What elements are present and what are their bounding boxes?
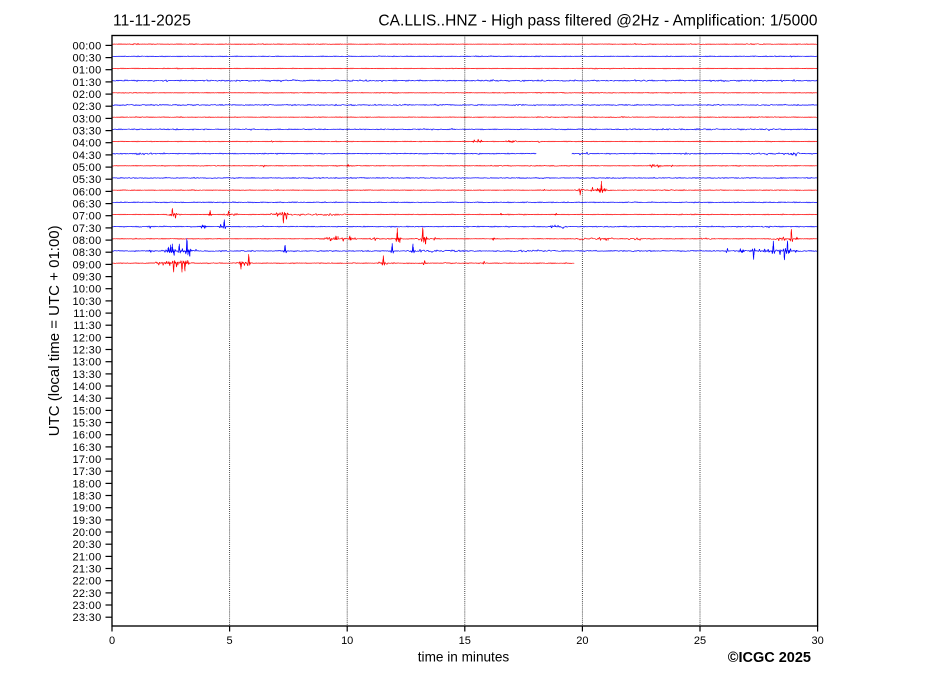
svg-text:UTC (local time = UTC + 01:00): UTC (local time = UTC + 01:00) [46, 225, 63, 436]
svg-text:00:30: 00:30 [72, 53, 101, 65]
svg-text:12:30: 12:30 [72, 344, 101, 356]
svg-text:07:30: 07:30 [72, 223, 101, 235]
svg-text:13:00: 13:00 [72, 357, 101, 369]
svg-text:11:30: 11:30 [73, 320, 101, 332]
svg-text:10: 10 [341, 635, 353, 647]
svg-text:5: 5 [227, 635, 233, 647]
svg-text:30: 30 [811, 635, 823, 647]
svg-text:17:30: 17:30 [72, 466, 101, 478]
svg-text:19:00: 19:00 [72, 503, 101, 515]
svg-text:04:30: 04:30 [72, 150, 101, 162]
svg-text:19:30: 19:30 [72, 515, 101, 527]
svg-text:12:00: 12:00 [72, 332, 101, 344]
svg-text:18:00: 18:00 [72, 478, 101, 490]
svg-text:08:30: 08:30 [72, 247, 101, 259]
svg-text:23:00: 23:00 [72, 600, 101, 612]
svg-text:09:00: 09:00 [72, 259, 101, 271]
svg-text:16:30: 16:30 [72, 442, 101, 454]
svg-text:time in minutes: time in minutes [418, 650, 510, 665]
svg-text:15:00: 15:00 [72, 405, 101, 417]
svg-text:02:00: 02:00 [72, 89, 101, 101]
svg-text:20:00: 20:00 [72, 527, 101, 539]
svg-text:02:30: 02:30 [72, 101, 101, 113]
svg-text:08:00: 08:00 [72, 235, 101, 247]
svg-text:09:30: 09:30 [72, 272, 101, 284]
svg-text:21:30: 21:30 [72, 563, 101, 575]
svg-text:15:30: 15:30 [72, 417, 101, 429]
svg-text:21:00: 21:00 [72, 551, 101, 563]
svg-text:06:00: 06:00 [72, 186, 101, 198]
svg-text:20: 20 [576, 635, 588, 647]
svg-text:00:00: 00:00 [72, 40, 101, 52]
svg-text:15: 15 [459, 635, 471, 647]
svg-text:10:00: 10:00 [72, 284, 101, 296]
svg-text:06:30: 06:30 [72, 199, 101, 211]
svg-text:10:30: 10:30 [72, 296, 101, 308]
svg-text:01:00: 01:00 [72, 65, 101, 77]
svg-text:05:30: 05:30 [72, 174, 101, 186]
svg-text:18:30: 18:30 [72, 490, 101, 502]
svg-text:11:00: 11:00 [73, 308, 101, 320]
svg-text:07:00: 07:00 [72, 211, 101, 223]
svg-text:22:00: 22:00 [72, 576, 101, 588]
svg-text:13:30: 13:30 [72, 369, 101, 381]
svg-text:16:00: 16:00 [72, 430, 101, 442]
svg-text:0: 0 [109, 635, 115, 647]
svg-text:CA.LLIS..HNZ - High pass filte: CA.LLIS..HNZ - High pass filtered @2Hz -… [378, 13, 818, 30]
svg-text:22:30: 22:30 [72, 588, 101, 600]
svg-text:05:00: 05:00 [72, 162, 101, 174]
svg-text:25: 25 [694, 635, 706, 647]
svg-text:03:30: 03:30 [72, 126, 101, 138]
svg-text:03:00: 03:00 [72, 113, 101, 125]
svg-text:01:30: 01:30 [72, 77, 101, 89]
svg-text:11-11-2025: 11-11-2025 [113, 13, 191, 30]
svg-text:23:30: 23:30 [72, 612, 101, 624]
svg-text:14:30: 14:30 [72, 393, 101, 405]
svg-text:20:30: 20:30 [72, 539, 101, 551]
svg-text:©ICGC 2025: ©ICGC 2025 [728, 650, 811, 666]
svg-text:17:00: 17:00 [72, 454, 101, 466]
svg-text:04:00: 04:00 [72, 138, 101, 150]
svg-text:14:00: 14:00 [72, 381, 101, 393]
